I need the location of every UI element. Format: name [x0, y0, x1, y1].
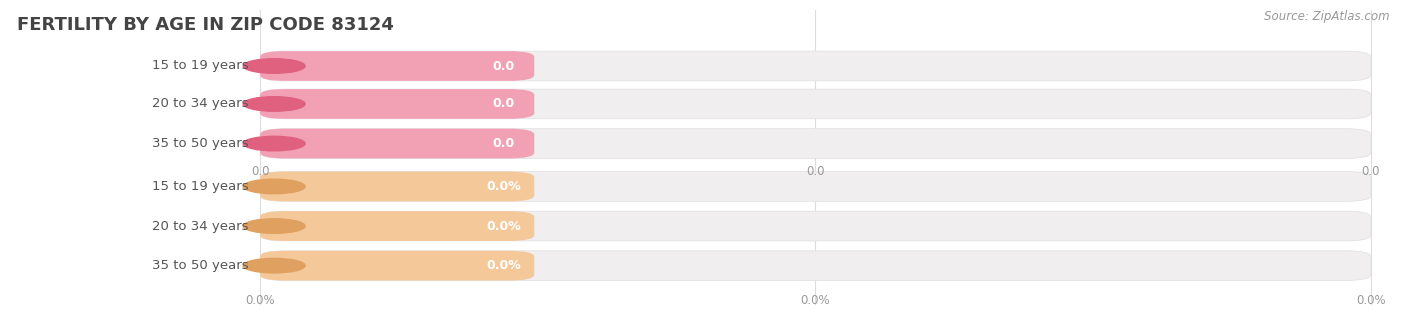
- Circle shape: [243, 59, 305, 73]
- FancyBboxPatch shape: [260, 89, 1371, 119]
- Text: 0.0: 0.0: [492, 59, 515, 73]
- FancyBboxPatch shape: [260, 172, 1371, 201]
- Circle shape: [243, 258, 305, 273]
- FancyBboxPatch shape: [260, 51, 1371, 81]
- Circle shape: [243, 179, 305, 194]
- Text: 0.0%: 0.0%: [486, 180, 520, 193]
- FancyBboxPatch shape: [260, 89, 534, 119]
- FancyBboxPatch shape: [260, 211, 534, 241]
- FancyBboxPatch shape: [260, 172, 534, 201]
- FancyBboxPatch shape: [260, 251, 1371, 280]
- Circle shape: [243, 219, 305, 233]
- Text: 15 to 19 years: 15 to 19 years: [152, 180, 249, 193]
- Text: 0.0: 0.0: [492, 137, 515, 150]
- Text: 20 to 34 years: 20 to 34 years: [152, 97, 249, 111]
- Text: 15 to 19 years: 15 to 19 years: [152, 59, 249, 73]
- Text: 0.0%: 0.0%: [800, 294, 831, 307]
- Text: 0.0: 0.0: [250, 165, 270, 178]
- Text: 20 to 34 years: 20 to 34 years: [152, 219, 249, 233]
- Circle shape: [243, 97, 305, 111]
- Text: 0.0: 0.0: [806, 165, 825, 178]
- Circle shape: [243, 136, 305, 151]
- FancyBboxPatch shape: [260, 129, 534, 158]
- Text: 0.0%: 0.0%: [486, 219, 520, 233]
- Text: 0.0: 0.0: [492, 97, 515, 111]
- FancyBboxPatch shape: [260, 251, 534, 280]
- FancyBboxPatch shape: [260, 211, 1371, 241]
- Text: FERTILITY BY AGE IN ZIP CODE 83124: FERTILITY BY AGE IN ZIP CODE 83124: [17, 16, 394, 35]
- Text: 0.0%: 0.0%: [245, 294, 276, 307]
- Text: 0.0: 0.0: [1361, 165, 1381, 178]
- Text: 0.0%: 0.0%: [486, 259, 520, 272]
- Text: 35 to 50 years: 35 to 50 years: [152, 259, 249, 272]
- Text: 0.0%: 0.0%: [1355, 294, 1386, 307]
- Text: 35 to 50 years: 35 to 50 years: [152, 137, 249, 150]
- Text: Source: ZipAtlas.com: Source: ZipAtlas.com: [1264, 10, 1389, 23]
- FancyBboxPatch shape: [260, 51, 534, 81]
- FancyBboxPatch shape: [260, 129, 1371, 158]
